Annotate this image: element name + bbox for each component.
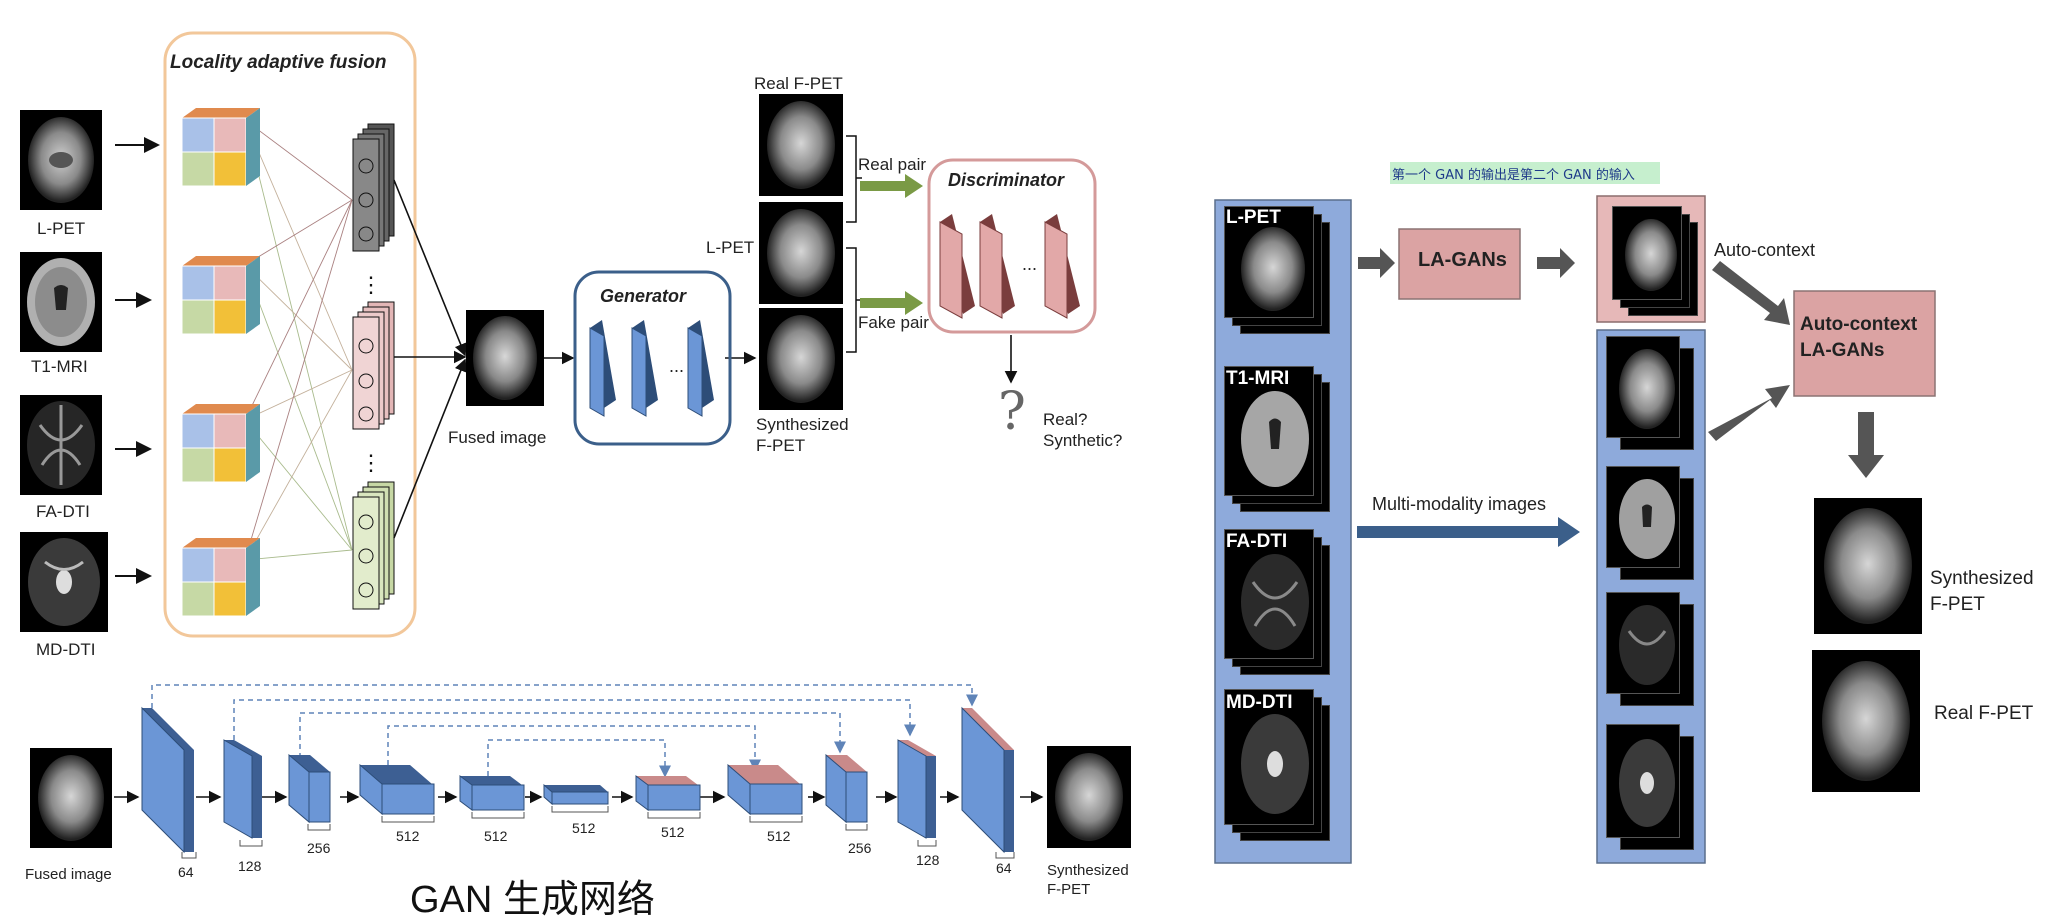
decision-label-1: Real? — [1043, 410, 1088, 429]
channel-label-2: 128 — [238, 858, 262, 874]
synth-label-2: F-PET — [756, 436, 806, 455]
feature-stack-pink — [352, 301, 395, 430]
rp-lpet-image — [1224, 206, 1314, 318]
generator-layers — [589, 320, 714, 417]
channel-label-5: 512 — [484, 828, 508, 844]
fusion-title: Locality adaptive fusion — [170, 52, 387, 73]
fusion-cube-1 — [181, 108, 260, 187]
question-mark-icon: ? — [998, 382, 1026, 442]
generator-dots: ... — [669, 356, 685, 376]
input-label-fadti: FA-DTI — [36, 502, 90, 521]
rp-label-lpet: L-PET — [1226, 207, 1281, 228]
lpet-mid-image — [759, 202, 843, 304]
rp-t1-image — [1224, 366, 1314, 496]
channel-label-9: 256 — [848, 840, 872, 856]
fusion-cube-2 — [181, 256, 260, 335]
rp-real-label: Real F-PET — [1934, 703, 2034, 724]
real-pair-label: Real pair — [858, 155, 927, 174]
rp-md-image — [1224, 689, 1314, 825]
stack-c-image — [1606, 592, 1680, 694]
unet-output-image — [1047, 746, 1131, 848]
gan-caption: GAN 生成网络 — [410, 879, 655, 921]
green-arrows — [860, 174, 923, 315]
stack-d-image — [1606, 724, 1680, 838]
ac-image — [1612, 206, 1682, 300]
input-label-lpet: L-PET — [37, 219, 86, 238]
synth-fpet-image — [759, 308, 843, 410]
feature-stack-green — [352, 481, 395, 610]
fadti-image — [20, 395, 102, 495]
la-gans-label: LA-GANs — [1418, 249, 1507, 271]
fusion-cube-3 — [181, 404, 260, 483]
discriminator-frame — [927, 158, 1097, 334]
lpet-image — [20, 110, 102, 210]
input-arrows — [115, 137, 160, 584]
rp-synth-image — [1814, 498, 1922, 634]
la-gans-box — [1398, 228, 1521, 300]
channel-label-4: 512 — [396, 828, 420, 844]
fused-image-label: Fused image — [448, 428, 547, 447]
generator-frame — [573, 270, 732, 446]
discriminator-label: Discriminator — [948, 170, 1065, 190]
input-label-mddti: MD-DTI — [36, 640, 96, 659]
channel-label-11: 64 — [996, 860, 1012, 876]
channel-label-3: 256 — [307, 840, 331, 856]
rp-label-fadti: FA-DTI — [1226, 531, 1288, 552]
multi-modality-label: Multi-modality images — [1372, 494, 1547, 514]
unet-blocks — [141, 706, 1014, 854]
real-fpet-label: Real F-PET — [754, 74, 843, 93]
input-label-t1mri: T1-MRI — [31, 357, 88, 376]
channel-label-6: 512 — [572, 820, 596, 836]
gan-chain-note: 第一个 GAN 的输出是第二个 GAN 的输入 — [1392, 168, 1635, 183]
skip-connections — [151, 684, 978, 778]
fusion-cube-4 — [181, 538, 260, 617]
right-gray-arrows — [1358, 248, 1884, 478]
fusion-frame — [163, 31, 417, 638]
lpet-label-mid: L-PET — [706, 238, 755, 257]
fused-image — [466, 310, 544, 406]
channel-label-1: 64 — [178, 864, 194, 880]
svg-text:⋮: ⋮ — [360, 272, 382, 297]
rp-fa-image — [1224, 529, 1314, 659]
channel-brackets — [181, 806, 1015, 859]
fake-pair-label: Fake pair — [858, 313, 929, 332]
unet-output-label-1: Synthesized — [1047, 862, 1129, 879]
auto-context-la-gans-box — [1793, 290, 1936, 397]
channel-label-8: 512 — [767, 828, 791, 844]
decision-label-2: Synthetic? — [1043, 431, 1123, 450]
rp-real-image — [1812, 650, 1920, 792]
fusion-lines — [244, 119, 353, 561]
note-highlight — [1390, 162, 1660, 184]
synth-label-1: Synthesized — [756, 415, 849, 434]
discriminator-layers — [939, 214, 1080, 319]
real-fpet-image — [759, 94, 843, 196]
channel-label-7: 512 — [661, 824, 685, 840]
unet-input-label: Fused image — [25, 866, 112, 883]
feature-stack-gray — [352, 123, 395, 252]
discriminator-dots: ... — [1022, 254, 1038, 274]
rp-synth-label-2: F-PET — [1930, 594, 1985, 615]
generator-label: Generator — [600, 286, 687, 306]
stack-a-image — [1606, 336, 1680, 438]
mddti-image — [20, 532, 108, 632]
navy-arrow — [1357, 517, 1580, 547]
rp-label-t1mri: T1-MRI — [1226, 368, 1290, 389]
rp-label-mddti: MD-DTI — [1226, 692, 1293, 713]
unet-output-label-2: F-PET — [1047, 881, 1091, 898]
t1mri-image — [20, 252, 102, 352]
stack-b-image — [1606, 466, 1680, 568]
rp-synth-label-1: Synthesized — [1930, 568, 2034, 589]
ac-box-label-2: LA-GANs — [1800, 340, 1885, 361]
auto-context-label: Auto-context — [1714, 240, 1816, 260]
ac-box-label-1: Auto-context — [1800, 314, 1918, 335]
to-fused-arrows — [393, 179, 1018, 539]
channel-label-10: 128 — [916, 852, 940, 868]
svg-text:⋮: ⋮ — [360, 450, 382, 475]
unet-input-image — [30, 748, 112, 848]
